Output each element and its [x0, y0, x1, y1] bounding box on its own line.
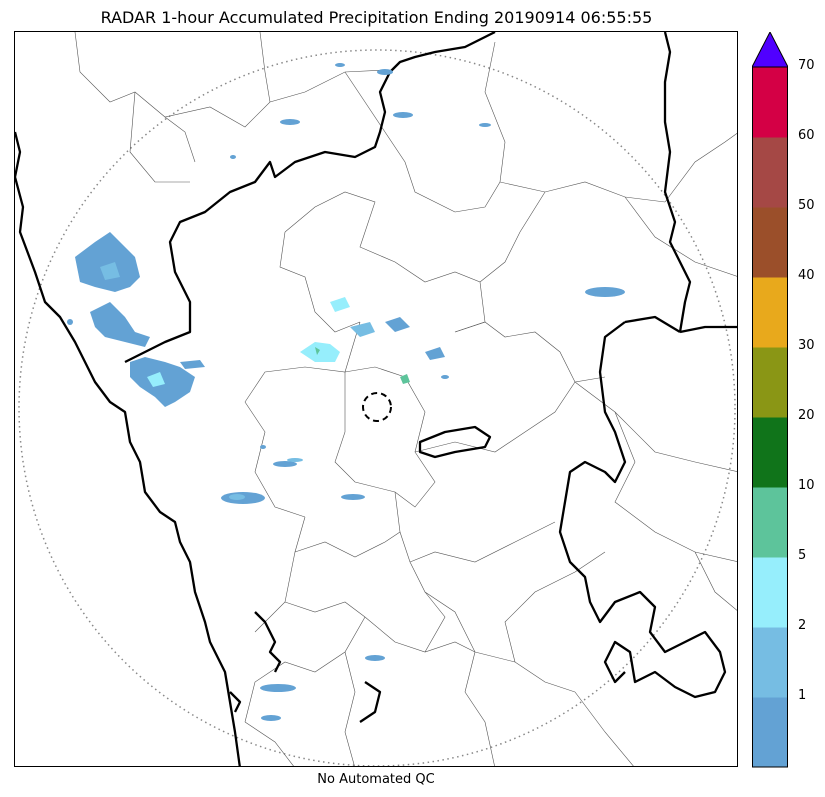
- colorbar-tick-label: 50: [798, 198, 815, 213]
- district-boundaries: [74, 32, 737, 766]
- colorbar-tick-label: 20: [798, 408, 815, 423]
- colorbar-segment: [752, 67, 788, 138]
- colorbar-tick-label: 40: [798, 268, 815, 283]
- map-canvas: [15, 32, 737, 766]
- colorbar-tick-label: 2: [798, 618, 807, 633]
- colorbar-tick-label: 1: [798, 688, 807, 703]
- colorbar-tick-label: 30: [798, 338, 815, 353]
- colorbar-tick-label: 70: [798, 58, 815, 73]
- colorbar-segment: [752, 557, 788, 628]
- precipitation-echoes: [67, 63, 625, 721]
- colorbar-segment: [752, 627, 788, 698]
- colorbar-segment: [752, 277, 788, 348]
- qc-caption: No Automated QC: [317, 772, 435, 787]
- colorbar-segment: [752, 697, 788, 768]
- state-boundaries: [15, 32, 737, 766]
- colorbar-tick-label: 10: [798, 478, 815, 493]
- radar-range-circle: [18, 49, 736, 766]
- colorbar-segment: [752, 347, 788, 418]
- colorbar-segment: [752, 207, 788, 278]
- colorbar-segment: [752, 417, 788, 488]
- colorbar-segment: [752, 137, 788, 208]
- colorbar-segment: [752, 487, 788, 558]
- radar-map[interactable]: [14, 31, 738, 767]
- map-title: RADAR 1-hour Accumulated Precipitation E…: [100, 8, 653, 27]
- precipitation-colorbar: [752, 32, 788, 768]
- radar-site-marker: [362, 392, 392, 422]
- colorbar-tick-label: 5: [798, 548, 807, 563]
- colorbar-extend-arrow: [752, 32, 788, 68]
- colorbar-tick-label: 60: [798, 128, 815, 143]
